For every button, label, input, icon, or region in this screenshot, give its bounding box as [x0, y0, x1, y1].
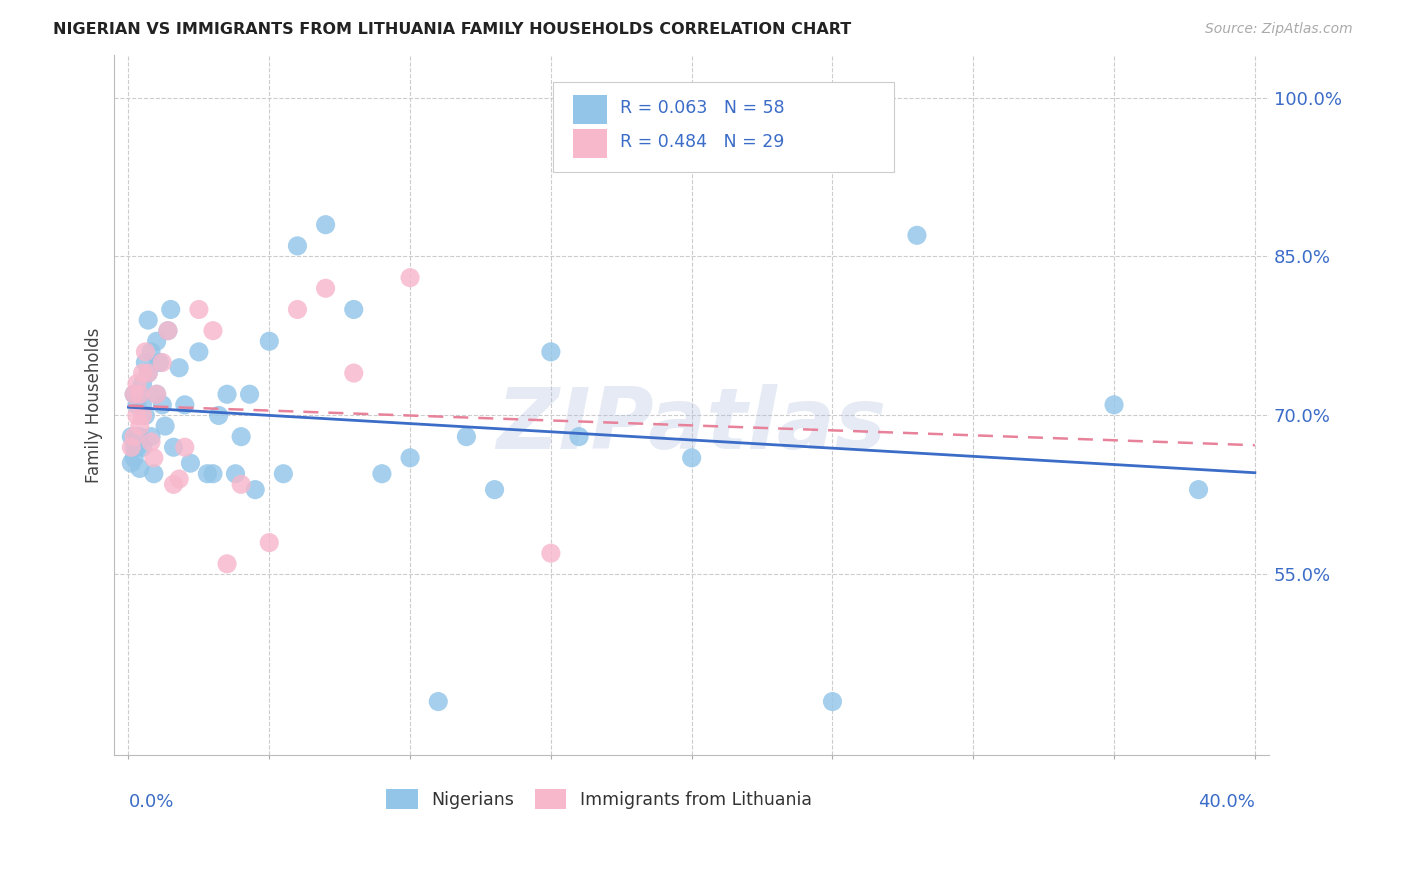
Point — [122, 430, 145, 444]
Point — [142, 467, 165, 481]
Point — [125, 430, 148, 444]
Point — [1102, 398, 1125, 412]
Point — [148, 355, 170, 369]
Point — [195, 467, 218, 481]
Point — [136, 313, 159, 327]
Point — [162, 440, 184, 454]
Point — [134, 355, 156, 369]
Point — [245, 483, 267, 497]
Point — [131, 376, 153, 391]
Point — [134, 344, 156, 359]
Point — [128, 387, 150, 401]
Point — [343, 366, 366, 380]
Text: NIGERIAN VS IMMIGRANTS FROM LITHUANIA FAMILY HOUSEHOLDS CORRELATION CHART: NIGERIAN VS IMMIGRANTS FROM LITHUANIA FA… — [53, 22, 852, 37]
Point — [484, 483, 506, 497]
Point — [315, 218, 337, 232]
Point — [681, 450, 703, 465]
FancyBboxPatch shape — [553, 82, 894, 172]
Point — [128, 419, 150, 434]
Point — [259, 535, 281, 549]
Point — [159, 302, 181, 317]
Point — [142, 450, 165, 465]
Point — [139, 430, 162, 444]
Point — [273, 467, 295, 481]
Point — [540, 344, 562, 359]
Point — [153, 419, 176, 434]
Point — [456, 430, 478, 444]
Point — [315, 281, 337, 295]
Point — [215, 557, 238, 571]
Point — [201, 324, 224, 338]
Point — [131, 409, 153, 423]
Point — [1187, 483, 1209, 497]
Point — [399, 270, 422, 285]
Point — [156, 324, 179, 338]
Point — [215, 387, 238, 401]
Point — [120, 440, 142, 454]
Point — [150, 398, 173, 412]
Point — [259, 334, 281, 349]
Point — [179, 456, 201, 470]
Point — [187, 302, 209, 317]
Point — [120, 456, 142, 470]
Point — [125, 376, 148, 391]
Point — [128, 430, 150, 444]
Point — [145, 387, 167, 401]
Point — [125, 440, 148, 454]
Point — [239, 387, 262, 401]
Bar — [572, 95, 607, 124]
Point — [136, 366, 159, 380]
Point — [122, 440, 145, 454]
Point — [122, 450, 145, 465]
Point — [167, 472, 190, 486]
Point — [139, 434, 162, 449]
Point — [224, 467, 246, 481]
Point — [229, 430, 252, 444]
Point — [229, 477, 252, 491]
Point — [371, 467, 394, 481]
Text: 40.0%: 40.0% — [1198, 794, 1254, 812]
Legend: Nigerians, Immigrants from Lithuania: Nigerians, Immigrants from Lithuania — [380, 782, 820, 816]
Point — [128, 461, 150, 475]
Point — [128, 387, 150, 401]
Point — [287, 239, 309, 253]
Point — [427, 695, 450, 709]
Point — [343, 302, 366, 317]
Point — [905, 228, 928, 243]
Text: 0.0%: 0.0% — [128, 794, 174, 812]
Point — [125, 398, 148, 412]
Point — [173, 440, 195, 454]
Text: ZIPatlas: ZIPatlas — [496, 384, 887, 467]
Point — [187, 344, 209, 359]
Point — [821, 695, 844, 709]
Point — [207, 409, 229, 423]
Point — [568, 430, 591, 444]
Point — [150, 355, 173, 369]
Point — [122, 387, 145, 401]
Point — [167, 360, 190, 375]
Point — [131, 366, 153, 380]
Point — [399, 450, 422, 465]
Point — [162, 477, 184, 491]
Text: R = 0.484   N = 29: R = 0.484 N = 29 — [620, 133, 785, 151]
Point — [120, 430, 142, 444]
Point — [134, 409, 156, 423]
Text: Source: ZipAtlas.com: Source: ZipAtlas.com — [1205, 22, 1353, 37]
Point — [139, 344, 162, 359]
Bar — [572, 128, 607, 158]
Point — [156, 324, 179, 338]
Point — [131, 440, 153, 454]
Point — [125, 409, 148, 423]
Text: R = 0.063   N = 58: R = 0.063 N = 58 — [620, 99, 785, 117]
Point — [145, 387, 167, 401]
Point — [540, 546, 562, 560]
Y-axis label: Family Households: Family Households — [86, 327, 103, 483]
Point — [201, 467, 224, 481]
Point — [287, 302, 309, 317]
Point — [136, 366, 159, 380]
Point — [131, 398, 153, 412]
Point — [145, 334, 167, 349]
Point — [173, 398, 195, 412]
Point — [122, 387, 145, 401]
